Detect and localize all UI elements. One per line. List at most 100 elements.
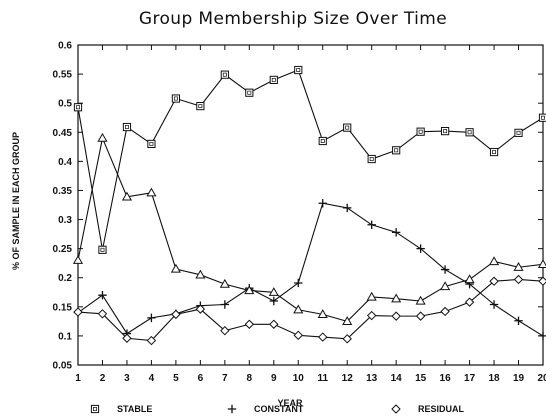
- legend: STABLE CONSTANT RESIDUAL: [90, 404, 465, 414]
- data-point-triangle: [488, 256, 500, 266]
- data-point-triangle: [268, 287, 279, 296]
- square-marker-inner: [100, 247, 105, 252]
- data-point-diamond: [220, 325, 230, 336]
- x-tick-label: 15: [415, 373, 427, 384]
- data-point-square: [318, 136, 327, 146]
- x-tick-label: 14: [391, 373, 403, 384]
- square-marker-outer: [269, 75, 278, 85]
- y-tick-label: 0.5: [58, 99, 72, 110]
- plot-frame: [77, 44, 544, 366]
- legend-label: CONSTANT: [254, 404, 304, 414]
- y-tick-label: 0.3: [58, 215, 72, 226]
- data-point-triangle: [195, 269, 206, 279]
- square-marker-outer: [73, 103, 83, 112]
- series-square: [73, 65, 546, 254]
- data-point-square: [98, 245, 107, 254]
- data-point-plus: [269, 296, 278, 306]
- data-point-plus: [294, 278, 303, 288]
- data-point-diamond: [195, 304, 206, 314]
- square-marker-outer: [196, 101, 205, 111]
- series-line-plus: [77, 202, 544, 337]
- data-point-square: [220, 70, 229, 79]
- data-point-diamond: [146, 335, 157, 346]
- square-marker-inner: [149, 141, 154, 146]
- data-point-plus: [318, 199, 327, 208]
- y-tick-label: 0.35: [53, 186, 73, 197]
- data-point-diamond: [415, 311, 426, 321]
- data-point-diamond: [171, 309, 181, 320]
- square-marker-inner: [369, 157, 374, 161]
- x-tick-label: 3: [124, 373, 130, 384]
- data-point-triangle: [293, 304, 304, 314]
- data-point-plus: [440, 265, 450, 274]
- square-marker-inner: [173, 96, 178, 101]
- x-axis-label: YEAR: [277, 398, 303, 408]
- square-marker-inner: [345, 125, 350, 130]
- data-point-square: [196, 101, 205, 111]
- data-point-triangle: [537, 259, 546, 268]
- series-line-square: [77, 69, 544, 250]
- data-point-square: [367, 154, 376, 164]
- x-tick-label: 17: [464, 373, 476, 384]
- data-point-square: [245, 88, 254, 97]
- data-point-plus: [538, 331, 546, 341]
- data-point-plus: [98, 290, 107, 300]
- series-diamond: [73, 274, 546, 346]
- legend-marker-plus: [227, 404, 237, 414]
- x-tick-label: 16: [440, 373, 452, 384]
- x-tick-label: 19: [513, 373, 525, 384]
- y-tick-label: 0.2: [58, 273, 72, 284]
- square-marker-inner: [541, 115, 545, 120]
- square-marker-inner: [394, 148, 399, 153]
- x-tick-label: 6: [198, 373, 204, 384]
- data-point-plus: [220, 300, 230, 309]
- axis-ticks: 0.05 0.1 0.15 0.2 0.25 0.3 0.35 0.4 0.45 0.5 0.55 0…: [53, 41, 546, 385]
- square-marker-outer: [489, 147, 499, 157]
- square-marker-outer: [538, 113, 546, 122]
- chart-title: Group Membership Size Over Time: [139, 9, 447, 29]
- x-tick-label: 5: [173, 373, 179, 384]
- data-point-square: [489, 147, 499, 157]
- x-tick-label: 13: [366, 373, 378, 384]
- data-point-square: [465, 128, 474, 137]
- square-marker-inner: [467, 130, 472, 135]
- x-tick-label: 12: [342, 373, 354, 384]
- data-point-square: [514, 128, 523, 137]
- y-tick-label: 0.45: [53, 128, 73, 139]
- square-marker-inner: [492, 150, 497, 155]
- square-marker-outer: [98, 245, 107, 254]
- data-point-square: [441, 127, 450, 136]
- square-marker-inner: [516, 130, 521, 135]
- data-point-plus: [367, 220, 376, 229]
- series-plus: [73, 199, 546, 341]
- y-tick-label: 0.1: [58, 331, 72, 342]
- data-point-diamond: [293, 330, 303, 341]
- data-point-triangle: [97, 132, 108, 142]
- data-point-triangle: [244, 285, 255, 295]
- legend-marker-diamond: [391, 404, 401, 414]
- y-tick-label: 0.6: [58, 41, 72, 52]
- data-point-triangle: [391, 293, 402, 303]
- series-triangle: [72, 132, 546, 326]
- x-tick-label: 1: [75, 373, 81, 384]
- data-point-diamond: [440, 306, 450, 317]
- data-point-square: [538, 113, 546, 122]
- y-tick-label: 0.15: [53, 302, 73, 313]
- square-marker-inner: [222, 72, 227, 77]
- data-point-plus: [391, 228, 401, 237]
- data-point-square: [73, 103, 83, 112]
- series-line-diamond: [77, 278, 544, 342]
- square-marker-outer: [318, 136, 327, 146]
- data-point-plus: [343, 203, 352, 213]
- square-marker-inner: [124, 125, 129, 129]
- data-point-triangle: [440, 281, 451, 291]
- square-marker-outer: [392, 146, 401, 155]
- square-marker-inner: [271, 77, 276, 82]
- y-tick-label: 0.25: [53, 244, 73, 255]
- data-point-triangle: [415, 295, 426, 305]
- data-point-diamond: [318, 332, 328, 342]
- data-point-diamond: [97, 309, 108, 319]
- square-marker-inner: [198, 104, 203, 109]
- x-tick-label: 8: [247, 373, 253, 384]
- square-marker-outer: [343, 123, 352, 132]
